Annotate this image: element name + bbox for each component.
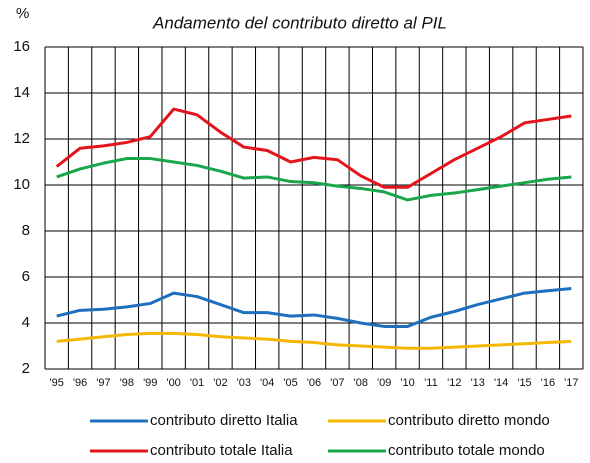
x-tick-label: '05 (283, 377, 297, 389)
y-tick-label: 12 (13, 130, 30, 147)
legend-label: contributo totale Italia (150, 442, 293, 459)
y-tick-label: 4 (22, 314, 30, 331)
legend-label: contributo diretto mondo (388, 412, 550, 429)
x-tick-label: '98 (120, 377, 134, 389)
y-tick-label: 2 (22, 360, 30, 377)
legend-label: contributo totale mondo (388, 442, 545, 459)
y-tick-label: 16 (13, 38, 30, 55)
series-line (56, 287, 572, 328)
series-line (56, 157, 572, 202)
x-tick-label: '17 (564, 377, 578, 389)
legend-label: contributo diretto Italia (150, 412, 298, 429)
chart-title: Andamento del contributo diretto al PIL (152, 13, 447, 32)
series-line (56, 331, 572, 350)
x-tick-label: '16 (541, 377, 555, 389)
y-tick-label: 14 (13, 84, 30, 101)
x-tick-label: '02 (213, 377, 227, 389)
x-tick-label: '13 (471, 377, 485, 389)
y-tick-label: 8 (22, 222, 30, 239)
x-tick-label: '14 (494, 377, 508, 389)
x-tick-label: '01 (190, 377, 204, 389)
x-tick-label: '11 (424, 377, 438, 389)
x-tick-label: '99 (143, 377, 157, 389)
y-tick-label: 10 (13, 176, 30, 193)
series-line (55, 107, 572, 189)
x-tick-label: '95 (50, 377, 64, 389)
x-tick-label: '15 (517, 377, 531, 389)
y-axis-label: % (16, 5, 29, 22)
x-tick-label: '09 (377, 377, 391, 389)
x-tick-label: '10 (400, 377, 414, 389)
x-tick-label: '03 (237, 377, 251, 389)
y-tick-label: 6 (22, 268, 30, 285)
x-tick-label: '06 (307, 377, 321, 389)
x-tick-label: '08 (354, 377, 368, 389)
x-tick-label: '97 (96, 377, 110, 389)
x-tick-label: '00 (166, 377, 180, 389)
x-tick-label: '07 (330, 377, 344, 389)
x-tick-label: '04 (260, 377, 274, 389)
x-tick-label: '12 (447, 377, 461, 389)
x-tick-label: '96 (73, 377, 87, 389)
